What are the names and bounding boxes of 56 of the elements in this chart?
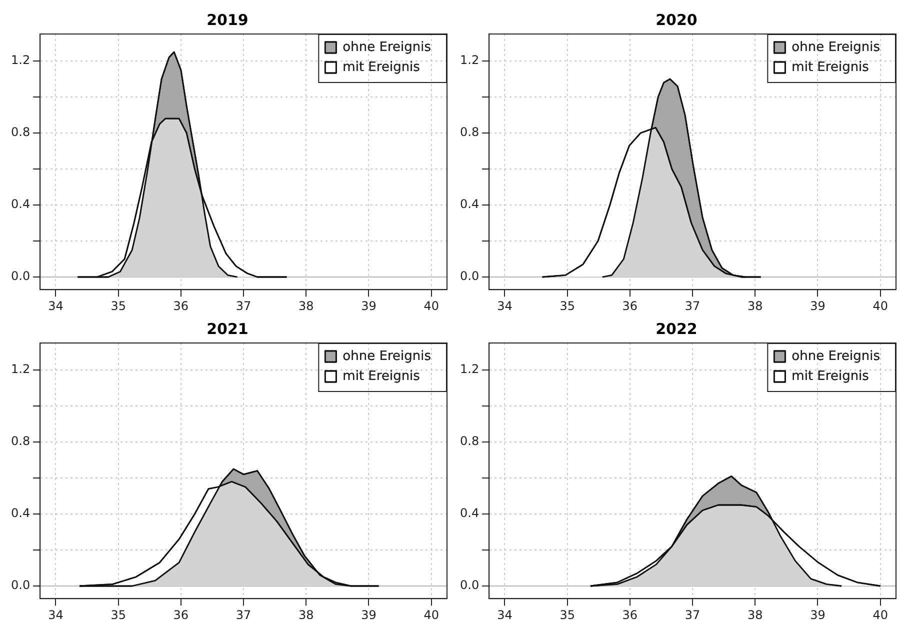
x-tick-label: 35: [560, 298, 575, 313]
legend-label: ohne Ereignis: [342, 348, 432, 364]
x-tick-label: 40: [424, 298, 439, 313]
y-tick-label: 1.2: [10, 53, 30, 68]
x-tick-label: 40: [872, 298, 888, 313]
x-tick-label: 38: [748, 608, 763, 622]
chart-title: 2022: [656, 320, 698, 338]
y-tick-label: 1.2: [460, 53, 480, 68]
legend-label: ohne Ereignis: [792, 348, 880, 364]
x-tick-label: 36: [173, 608, 189, 622]
y-tick-label: 0.0: [10, 269, 30, 284]
chart-title: 2021: [206, 320, 248, 338]
x-tick-label: 35: [110, 298, 126, 313]
x-tick-label: 36: [173, 298, 189, 313]
x-tick-label: 37: [684, 608, 700, 622]
x-tick-label: 40: [872, 608, 888, 622]
x-tick-label: 37: [684, 298, 700, 313]
y-tick-label: 0.8: [460, 125, 480, 140]
y-tick-label: 0.0: [460, 269, 480, 284]
chart-title: 2019: [206, 10, 248, 29]
x-tick-label: 35: [110, 608, 126, 622]
legend-label: mit Ereignis: [342, 368, 420, 384]
x-tick-label: 38: [298, 608, 314, 622]
x-tick-label: 39: [361, 608, 376, 622]
x-tick-label: 37: [236, 298, 252, 313]
x-tick-label: 34: [48, 608, 64, 622]
y-tick-label: 1.2: [460, 362, 480, 376]
x-tick-label: 34: [48, 298, 64, 313]
x-tick-label: 38: [298, 298, 314, 313]
legend-label: mit Ereignis: [792, 60, 870, 75]
x-tick-label: 36: [622, 608, 638, 622]
legend-label: mit Ereignis: [792, 368, 870, 384]
x-tick-label: 37: [236, 608, 252, 622]
y-tick-label: 0.0: [460, 578, 480, 592]
x-tick-label: 39: [810, 298, 826, 313]
y-tick-label: 0.8: [460, 434, 480, 448]
x-tick-label: 38: [748, 298, 763, 313]
legend-label: ohne Ereignis: [792, 40, 880, 55]
y-tick-label: 0.4: [460, 197, 480, 212]
y-tick-label: 0.4: [10, 506, 30, 520]
legend-label: ohne Ereignis: [342, 40, 432, 55]
y-tick-label: 0.8: [10, 434, 30, 448]
x-tick-label: 40: [424, 608, 439, 622]
y-tick-label: 0.0: [10, 578, 30, 592]
chart-title: 2020: [656, 10, 698, 29]
x-tick-label: 36: [622, 298, 638, 313]
x-tick-label: 39: [810, 608, 826, 622]
x-tick-label: 34: [497, 608, 512, 622]
legend-label: mit Ereignis: [342, 60, 420, 75]
y-tick-label: 1.2: [10, 362, 30, 376]
x-tick-label: 35: [560, 608, 575, 622]
x-tick-label: 39: [361, 298, 376, 313]
x-tick-label: 34: [497, 298, 512, 313]
y-tick-label: 0.8: [10, 125, 30, 140]
y-tick-label: 0.4: [460, 506, 480, 520]
y-tick-label: 0.4: [10, 197, 30, 212]
